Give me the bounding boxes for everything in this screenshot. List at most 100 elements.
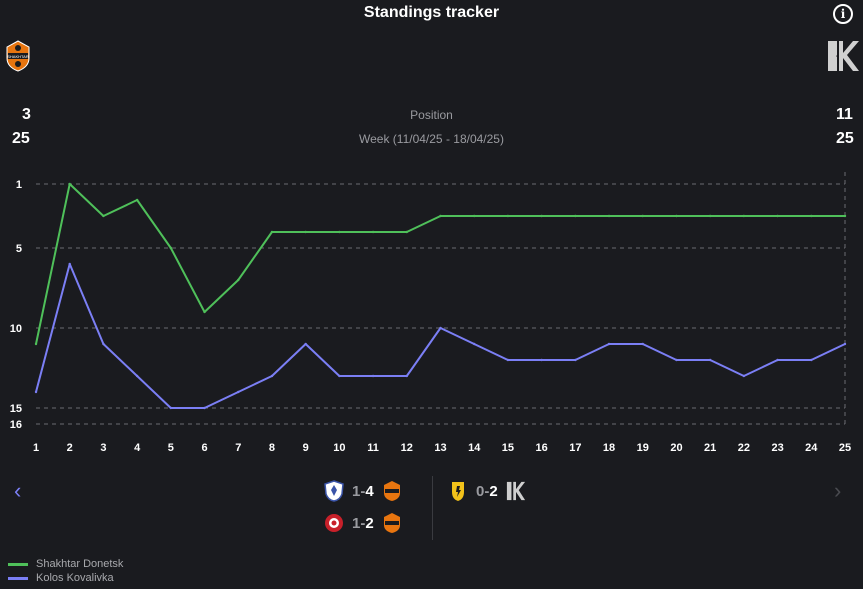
legend-label: Kolos Kovalivka bbox=[36, 572, 114, 584]
data-point bbox=[34, 390, 38, 394]
data-point bbox=[371, 230, 375, 234]
x-tick-label: 1 bbox=[33, 442, 39, 454]
legend-swatch bbox=[8, 576, 28, 580]
data-point bbox=[506, 358, 510, 362]
x-tick-label: 4 bbox=[134, 442, 141, 454]
shakhtar-donetsk-logo-icon: SHAKHTAR bbox=[6, 40, 30, 72]
x-tick-label: 23 bbox=[771, 442, 783, 454]
data-point bbox=[203, 310, 206, 314]
data-point bbox=[473, 214, 476, 218]
data-point bbox=[237, 278, 240, 282]
series-line-shakhtar-donetsk bbox=[35, 183, 845, 345]
kolos-kovalivka-logo-icon bbox=[506, 481, 525, 501]
score-separator: - bbox=[360, 482, 366, 500]
data-point bbox=[607, 342, 611, 346]
data-point bbox=[641, 342, 644, 346]
opponent-c-logo-icon bbox=[452, 482, 464, 501]
data-point bbox=[742, 214, 746, 218]
score-separator: - bbox=[360, 514, 366, 532]
data-point bbox=[810, 214, 813, 218]
y-tick-label: 16 bbox=[10, 419, 22, 431]
data-point bbox=[641, 214, 644, 218]
home-score: 0 bbox=[476, 482, 485, 500]
legend-item-kolos: Kolos Kovalivka bbox=[8, 571, 123, 585]
data-point bbox=[675, 358, 678, 362]
home-score: 1 bbox=[352, 482, 361, 500]
x-tick-label: 17 bbox=[569, 442, 581, 454]
home-current-position: 3 bbox=[22, 106, 31, 123]
x-tick-label: 3 bbox=[100, 442, 106, 454]
data-point bbox=[338, 374, 341, 378]
legend-label: Shakhtar Donetsk bbox=[36, 558, 124, 570]
data-point bbox=[473, 342, 476, 346]
data-point bbox=[68, 182, 71, 186]
away-score: 2 bbox=[365, 514, 374, 532]
data-point bbox=[540, 214, 543, 218]
metric-label: Position bbox=[410, 108, 453, 122]
y-tick-label: 10 bbox=[10, 323, 22, 335]
data-point bbox=[304, 342, 307, 346]
x-tick-label: 7 bbox=[235, 442, 241, 454]
data-point bbox=[371, 374, 375, 378]
x-tick-label: 8 bbox=[269, 442, 275, 454]
x-tick-label: 21 bbox=[704, 442, 716, 454]
shakhtar-donetsk-logo-icon bbox=[383, 481, 400, 501]
data-point bbox=[304, 230, 307, 234]
x-tick-label: 11 bbox=[367, 442, 379, 454]
data-point bbox=[843, 342, 847, 346]
data-point bbox=[843, 214, 847, 218]
data-point bbox=[708, 358, 712, 362]
series-line-kolos-kovalivka bbox=[35, 263, 846, 409]
score-separator: - bbox=[484, 482, 490, 500]
x-tick-label: 5 bbox=[168, 442, 174, 454]
svg-text:K: K bbox=[835, 54, 840, 57]
data-point bbox=[574, 358, 577, 362]
data-point bbox=[135, 198, 139, 202]
match-row[interactable]: 1-4 bbox=[324, 480, 402, 502]
info-icon[interactable]: i bbox=[833, 4, 853, 24]
data-point bbox=[540, 358, 543, 362]
data-point bbox=[135, 374, 139, 378]
opponent-a-logo-icon bbox=[324, 480, 344, 502]
page-title: Standings tracker bbox=[363, 4, 500, 21]
x-tick-label: 25 bbox=[839, 442, 851, 454]
data-point bbox=[405, 230, 408, 234]
data-point bbox=[169, 406, 173, 410]
next-week-button[interactable]: › bbox=[834, 478, 842, 503]
y-tick-label: 5 bbox=[16, 243, 22, 255]
match-row[interactable]: 0-2 bbox=[448, 480, 526, 502]
data-point bbox=[439, 326, 442, 330]
previous-week-button[interactable]: ‹ bbox=[14, 478, 22, 503]
x-tick-label: 12 bbox=[401, 442, 413, 454]
opponent-b-logo-icon bbox=[325, 514, 343, 532]
match-row[interactable]: 1-2 bbox=[324, 512, 402, 534]
x-tick-label: 16 bbox=[536, 442, 548, 454]
data-point bbox=[439, 214, 442, 218]
legend-swatch bbox=[8, 562, 28, 566]
data-point bbox=[237, 390, 240, 394]
away-score: 2 bbox=[489, 482, 498, 500]
away-total-teams: 25 bbox=[836, 130, 854, 147]
data-point bbox=[742, 374, 746, 378]
data-point bbox=[506, 214, 510, 218]
y-tick-label: 15 bbox=[10, 403, 22, 415]
x-tick-label: 10 bbox=[333, 442, 345, 454]
x-tick-label: 15 bbox=[502, 442, 514, 454]
data-point bbox=[102, 214, 105, 218]
legend-item-shakhtar: Shakhtar Donetsk bbox=[8, 557, 123, 571]
data-point bbox=[34, 342, 38, 346]
data-point bbox=[675, 214, 678, 218]
data-point bbox=[102, 342, 105, 346]
week-label: Week (11/04/25 - 18/04/25) bbox=[359, 132, 504, 146]
data-point bbox=[270, 230, 274, 234]
data-point bbox=[776, 214, 779, 218]
away-score: 4 bbox=[365, 482, 374, 500]
match-divider bbox=[432, 476, 433, 540]
data-point bbox=[708, 214, 712, 218]
data-point bbox=[203, 406, 206, 410]
x-tick-label: 22 bbox=[738, 442, 750, 454]
y-tick-label: 1 bbox=[16, 179, 22, 191]
data-point bbox=[169, 246, 173, 250]
shakhtar-donetsk-logo-icon bbox=[383, 513, 400, 533]
away-current-position: 11 bbox=[836, 106, 853, 123]
